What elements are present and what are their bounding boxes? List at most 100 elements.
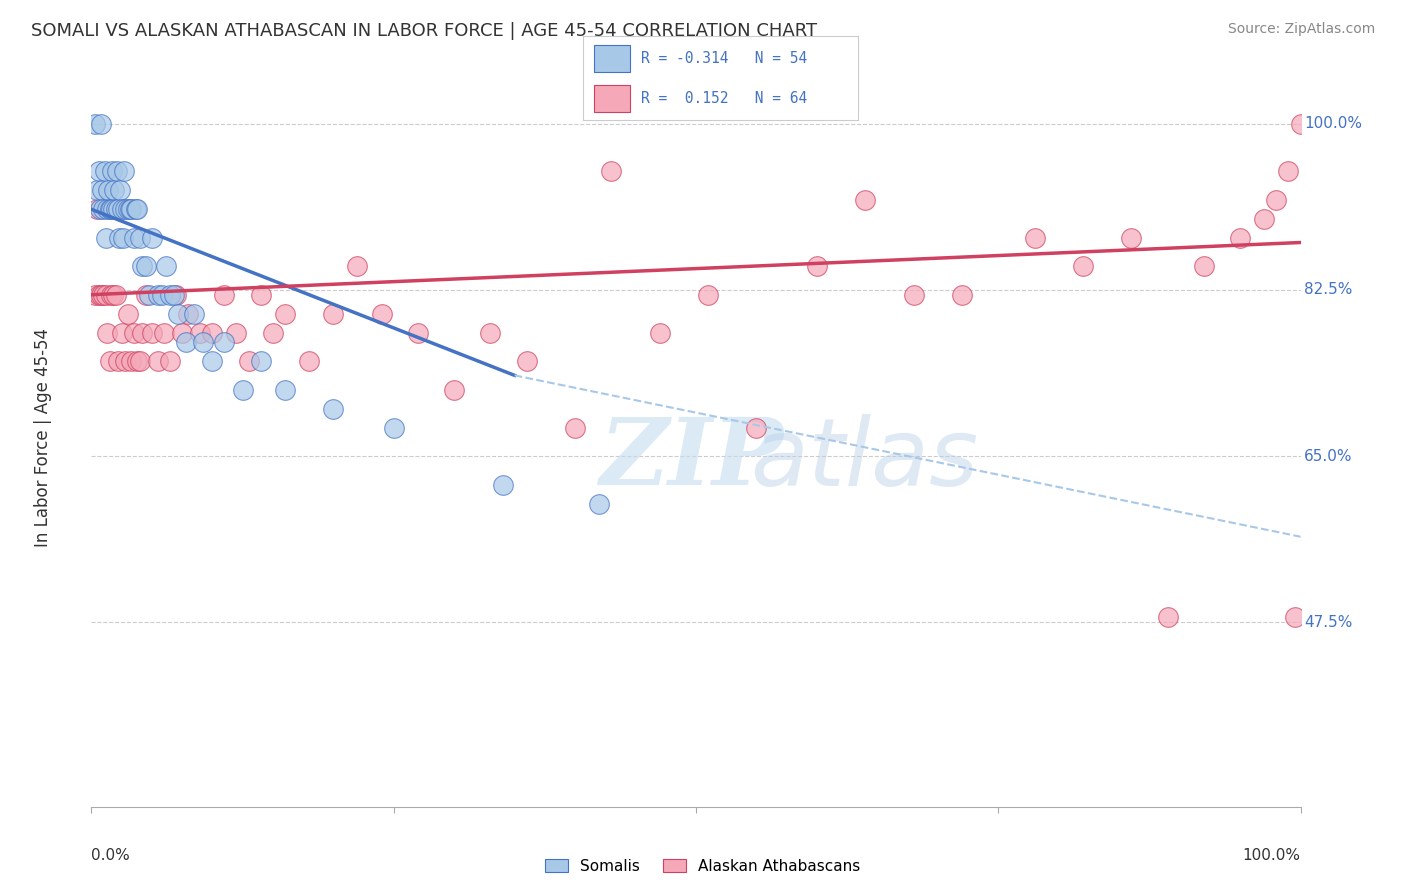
Point xyxy=(1284,610,1306,624)
Point xyxy=(903,287,925,301)
Point xyxy=(104,287,127,301)
Point xyxy=(125,202,148,217)
Point xyxy=(1289,117,1312,131)
Point xyxy=(588,496,610,510)
Point xyxy=(128,354,150,368)
Point xyxy=(105,164,128,178)
Point xyxy=(100,287,122,301)
Text: 65.0%: 65.0% xyxy=(1305,449,1353,464)
Point xyxy=(167,307,190,321)
Bar xyxy=(595,85,630,112)
Point xyxy=(122,231,145,245)
Point xyxy=(117,202,139,217)
Point xyxy=(98,354,121,368)
Point xyxy=(479,326,502,340)
Point xyxy=(274,307,297,321)
Point xyxy=(120,354,142,368)
Point xyxy=(249,287,271,301)
Point xyxy=(111,202,132,217)
Point xyxy=(90,117,112,131)
Point xyxy=(516,354,538,368)
Point xyxy=(1265,193,1288,207)
Point xyxy=(191,335,214,350)
Point xyxy=(382,420,405,434)
Point xyxy=(120,202,142,217)
Point xyxy=(94,231,117,245)
Point xyxy=(131,326,153,340)
Point xyxy=(117,307,139,321)
Point xyxy=(103,183,125,197)
Point xyxy=(89,202,111,217)
Point xyxy=(262,326,284,340)
Point xyxy=(94,287,117,301)
Point xyxy=(298,354,321,368)
Text: ZIP: ZIP xyxy=(599,414,783,504)
Point xyxy=(745,420,768,434)
Point xyxy=(100,202,122,217)
Point xyxy=(107,354,129,368)
Point xyxy=(214,335,236,350)
Point xyxy=(231,383,253,397)
Point xyxy=(87,287,110,301)
Point xyxy=(950,287,973,301)
Point xyxy=(159,354,181,368)
Point xyxy=(322,307,344,321)
Point xyxy=(225,326,247,340)
Point xyxy=(201,326,224,340)
Point xyxy=(188,326,211,340)
Legend: Somalis, Alaskan Athabascans: Somalis, Alaskan Athabascans xyxy=(540,853,866,880)
Point xyxy=(97,183,120,197)
Point xyxy=(107,202,129,217)
Point xyxy=(165,287,187,301)
Point xyxy=(806,259,828,273)
Point xyxy=(370,307,392,321)
Point xyxy=(1192,259,1215,273)
Point xyxy=(648,326,671,340)
Point xyxy=(86,202,108,217)
Point xyxy=(150,287,173,301)
Point xyxy=(697,287,720,301)
Point xyxy=(101,287,124,301)
Point xyxy=(114,354,136,368)
Point xyxy=(162,287,184,301)
Point xyxy=(1121,231,1143,245)
Text: 82.5%: 82.5% xyxy=(1305,283,1353,297)
Point xyxy=(86,183,108,197)
Point xyxy=(146,287,169,301)
Text: 47.5%: 47.5% xyxy=(1305,615,1353,630)
Point xyxy=(104,202,127,217)
Point xyxy=(600,164,623,178)
Point xyxy=(141,326,163,340)
Point xyxy=(135,287,157,301)
Point xyxy=(174,335,197,350)
Point xyxy=(274,383,297,397)
Text: SOMALI VS ALASKAN ATHABASCAN IN LABOR FORCE | AGE 45-54 CORRELATION CHART: SOMALI VS ALASKAN ATHABASCAN IN LABOR FO… xyxy=(31,22,817,40)
Text: R =  0.152   N = 64: R = 0.152 N = 64 xyxy=(641,91,807,106)
Point xyxy=(128,231,150,245)
Point xyxy=(406,326,429,340)
Point xyxy=(96,202,118,217)
Text: Source: ZipAtlas.com: Source: ZipAtlas.com xyxy=(1227,22,1375,37)
Point xyxy=(112,164,135,178)
Text: 100.0%: 100.0% xyxy=(1305,116,1362,131)
Point xyxy=(238,354,260,368)
Point xyxy=(214,287,236,301)
Point xyxy=(90,287,112,301)
Point xyxy=(127,354,149,368)
Point xyxy=(159,287,181,301)
Point xyxy=(120,202,142,217)
Point xyxy=(491,477,513,491)
Point xyxy=(131,259,153,273)
Point xyxy=(1156,610,1178,624)
Point xyxy=(1024,231,1046,245)
Point xyxy=(108,231,131,245)
Point xyxy=(84,287,107,301)
Point xyxy=(1229,231,1251,245)
Point xyxy=(853,193,876,207)
Point xyxy=(172,326,194,340)
Point xyxy=(93,164,115,178)
Point xyxy=(249,354,271,368)
Point xyxy=(122,326,145,340)
Point xyxy=(87,164,110,178)
Point xyxy=(93,202,115,217)
